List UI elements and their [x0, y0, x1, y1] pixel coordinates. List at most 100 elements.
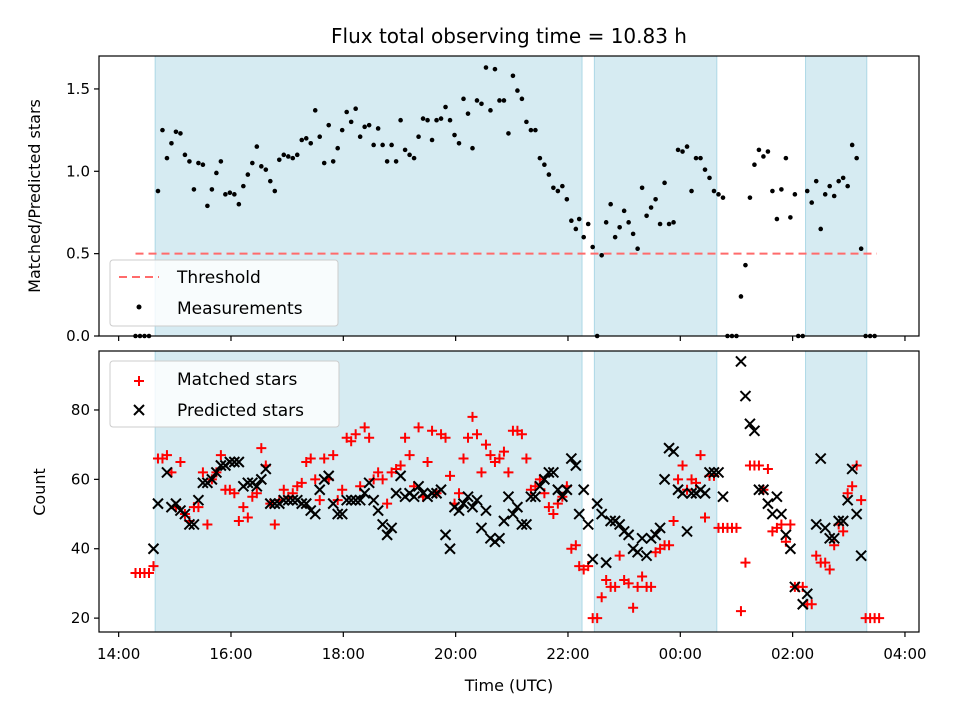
bottom-axes-frame	[98, 350, 920, 633]
measurement-point	[854, 155, 859, 161]
measurement-point	[303, 136, 309, 141]
measurement-point	[389, 142, 394, 148]
measurement-point	[339, 127, 345, 133]
predicted-star-point	[480, 504, 492, 517]
predicted-star-point	[170, 497, 182, 510]
top-y-tick-label: 0.5	[66, 245, 90, 263]
x-tick-label: 14:00	[97, 645, 140, 663]
measurement-point	[644, 213, 649, 219]
top-y-tick-label: 1.0	[66, 162, 90, 180]
measurement-point	[585, 221, 591, 227]
predicted-star-point	[591, 497, 603, 510]
predicted-star-point	[762, 497, 774, 510]
measurement-point	[227, 190, 233, 196]
measurement-point	[617, 224, 622, 230]
measurement-point	[250, 160, 255, 166]
measurement-point	[608, 201, 613, 207]
predicted-star-point	[498, 515, 510, 527]
predicted-star-point	[363, 477, 375, 489]
predicted-star-point	[600, 556, 612, 569]
measurement-point	[818, 226, 824, 232]
predicted-star-point	[336, 508, 348, 520]
measurement-point	[312, 108, 318, 113]
predicted-star-point	[636, 532, 648, 545]
predicted-star-point	[349, 494, 362, 506]
measurement-point	[209, 187, 215, 192]
measurement-point	[285, 154, 291, 159]
measurement-point	[779, 187, 784, 192]
measurement-point	[407, 152, 412, 158]
predicted-star-point	[586, 553, 599, 565]
measurement-point	[845, 183, 850, 189]
predicted-star-point	[493, 532, 506, 545]
measurement-point	[178, 131, 183, 136]
matched-star-point	[543, 502, 554, 513]
measurement-point	[492, 66, 498, 72]
predicted-star-point	[613, 518, 626, 531]
matched-star-point	[731, 522, 742, 533]
predicted-star-point	[462, 490, 474, 503]
predicted-star-point	[753, 484, 765, 496]
measurement-point	[720, 195, 726, 200]
predicted-star-point	[511, 501, 524, 513]
predicted-star-point	[810, 518, 822, 531]
predicted-star-point	[435, 484, 447, 496]
measurement-point	[281, 152, 287, 158]
predicted-star-point	[255, 473, 268, 486]
measurement-point	[160, 127, 165, 133]
predicted-star-point	[314, 484, 326, 496]
measurement-point	[752, 162, 757, 168]
measurement-point	[479, 101, 484, 107]
measurement-point	[290, 155, 296, 161]
predicted-star-point	[604, 515, 617, 527]
predicted-star-point	[832, 515, 845, 527]
top-y-tick-label: 0.0	[66, 327, 90, 345]
matched-star-point	[824, 564, 835, 575]
measurement-point	[187, 159, 192, 164]
legend-measurements-swatch	[136, 304, 142, 310]
predicted-star-point	[251, 480, 263, 493]
bottom-y-tick-label: 20	[71, 609, 90, 627]
measurement-point	[533, 127, 538, 133]
matched-star-point	[337, 484, 348, 495]
measurement-point	[653, 196, 658, 202]
predicted-star-point	[457, 497, 470, 510]
measurement-point	[698, 155, 703, 161]
predicted-star-point	[376, 518, 389, 531]
predicted-star-point	[582, 518, 594, 531]
predicted-star-point	[757, 484, 770, 496]
predicted-star-point	[412, 480, 425, 493]
measurement-point	[564, 196, 570, 202]
matched-star-point	[400, 432, 411, 443]
predicted-star-point	[658, 473, 671, 486]
predicted-star-point	[453, 504, 465, 517]
predicted-star-point	[538, 473, 551, 486]
measurement-point	[380, 142, 385, 148]
measurement-point	[205, 203, 210, 209]
predicted-star-point	[780, 529, 792, 541]
predicted-star-point	[502, 490, 515, 503]
predicted-star-point	[323, 470, 335, 482]
predicted-star-point	[300, 497, 312, 510]
matched-star-point	[404, 450, 415, 461]
matched-star-point	[753, 460, 764, 471]
top-y-axis-label: Matched/Predicted stars	[25, 99, 44, 293]
matched-star-point	[346, 436, 357, 447]
measurement-point	[519, 96, 525, 102]
predicted-star-point	[269, 497, 281, 510]
measurement-point	[560, 183, 565, 189]
predicted-star-point	[525, 490, 537, 503]
predicted-star-point	[475, 522, 488, 534]
predicted-star-point	[771, 490, 783, 503]
measurement-point	[326, 122, 332, 128]
measurement-point	[308, 140, 314, 146]
predicted-star-point	[358, 487, 371, 499]
predicted-star-point	[161, 466, 173, 479]
bottom-y-tick-label: 80	[71, 401, 90, 419]
measurement-point	[461, 96, 466, 102]
predicted-star-point	[797, 598, 809, 610]
predicted-star-point	[354, 494, 366, 506]
predicted-star-point	[206, 473, 218, 486]
matched-star-point	[664, 540, 675, 551]
measurement-point	[680, 149, 685, 154]
